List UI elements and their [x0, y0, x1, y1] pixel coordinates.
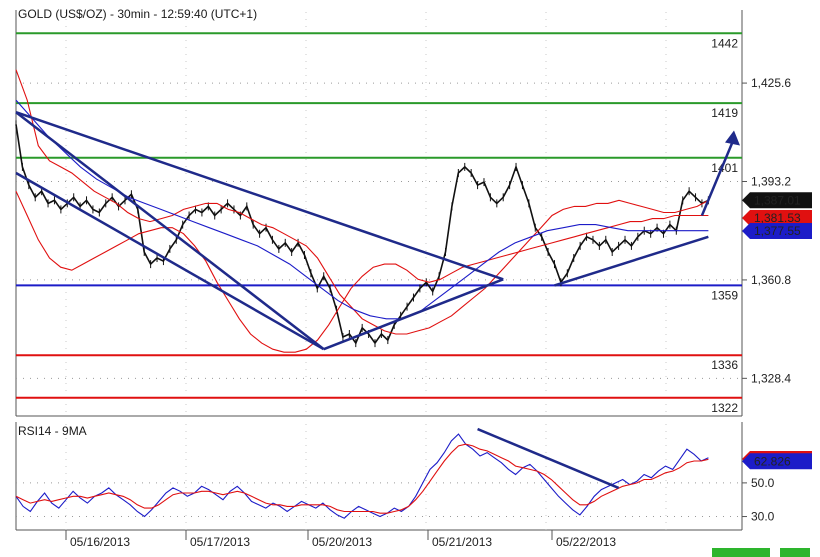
rsi-panel: 50.030.064.176762.826: [15, 422, 812, 531]
main-trendline: [15, 111, 504, 281]
corner-block: [780, 548, 810, 557]
main-series-3: [15, 99, 709, 320]
rsi-title: RSI14 - 9MA: [18, 424, 87, 438]
forecast-arrow-head: [725, 130, 740, 146]
main-trendline: [15, 111, 325, 351]
main-trendline: [323, 278, 504, 351]
price-panel: 1,425.6 1,393.2 1,360.8 1,328.4 1442 1419 1401…: [15, 10, 812, 417]
level-label-1419: 1419: [711, 106, 738, 120]
x-tick-label: 05/21/2013: [432, 535, 492, 549]
main-trendline: [554, 235, 709, 287]
main-price-tag-label: 1,381.53: [754, 211, 801, 225]
level-label-1401: 1401: [711, 161, 738, 175]
main-series-1: [15, 69, 709, 335]
x-tick-label: 05/22/2013: [556, 535, 616, 549]
level-label-1336: 1336: [711, 358, 738, 372]
main-price-tag: [742, 192, 812, 209]
main-price-tag-label: 1,387.01: [754, 193, 801, 207]
x-tick-label: 05/17/2013: [190, 535, 250, 549]
main-y-tick-label: 1,360.8: [751, 273, 791, 287]
main-price-tag: [742, 223, 812, 240]
main-y-tick-label: 1,393.2: [751, 174, 791, 188]
rsi-series-1: [15, 443, 709, 514]
forecast-arrow: [700, 137, 736, 216]
x-tick-label: 05/16/2013: [70, 535, 130, 549]
level-label-1322: 1322: [711, 401, 738, 415]
main-price-tag: [742, 209, 812, 226]
rsi-series-0: [15, 433, 709, 519]
main-y-tick-label: 1,425.6: [751, 76, 791, 90]
main-price-tag-label: 1,377.55: [754, 224, 801, 238]
rsi-price-tag-label: 62.826: [754, 454, 791, 468]
x-axis: 05/16/2013 05/17/2013 05/20/2013 05/21/2013…: [65, 530, 810, 557]
chart-title: GOLD (US$/OZ) - 30min - 12:59:40 (UTC+1): [18, 7, 257, 21]
level-label-1359: 1359: [711, 288, 738, 302]
level-label-1442: 1442: [711, 36, 738, 50]
rsi-y-tick-label: 30.0: [751, 510, 775, 524]
x-tick-label: 05/20/2013: [312, 535, 372, 549]
corner-block: [712, 548, 770, 557]
rsi-trendline: [477, 427, 620, 490]
rsi-price-tag: [742, 453, 812, 470]
main-y-tick-label: 1,328.4: [751, 371, 791, 385]
rsi-y-tick-label: 50.0: [751, 476, 775, 490]
main-trendline: [15, 171, 325, 351]
